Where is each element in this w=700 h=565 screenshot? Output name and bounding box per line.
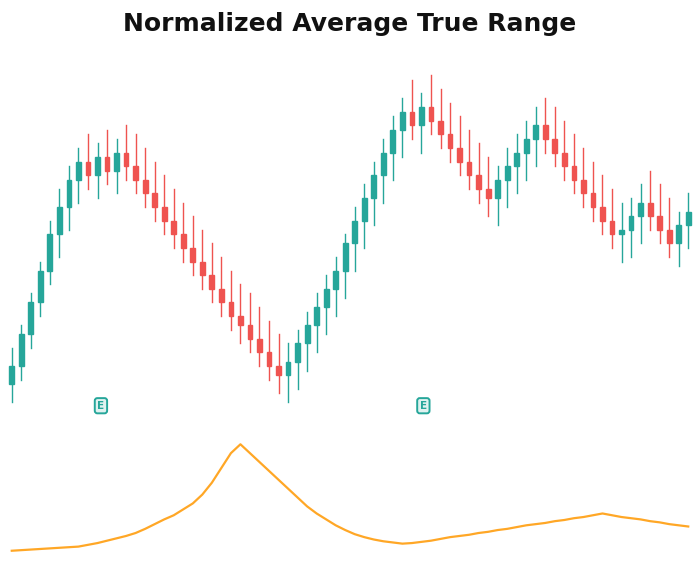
Bar xyxy=(391,130,395,153)
Bar xyxy=(571,166,576,180)
Bar xyxy=(95,157,100,175)
Bar xyxy=(610,221,615,234)
Bar xyxy=(9,366,14,384)
Text: E: E xyxy=(97,401,104,411)
Bar xyxy=(352,221,357,244)
Bar xyxy=(304,325,309,344)
Bar xyxy=(657,216,662,230)
Bar xyxy=(219,289,224,302)
Bar xyxy=(514,153,519,166)
Bar xyxy=(333,271,338,289)
Bar xyxy=(324,289,328,307)
Bar xyxy=(362,198,367,221)
Bar xyxy=(524,139,528,153)
Bar xyxy=(372,175,376,198)
Bar xyxy=(190,248,195,262)
Bar xyxy=(209,275,214,289)
Bar xyxy=(153,193,157,207)
Bar xyxy=(228,302,233,316)
Bar xyxy=(543,125,547,139)
Bar xyxy=(419,107,424,125)
Bar xyxy=(629,216,634,230)
Bar xyxy=(638,202,643,216)
Bar xyxy=(648,202,652,216)
Text: E: E xyxy=(420,401,427,411)
Bar xyxy=(562,153,567,166)
Bar xyxy=(133,166,138,180)
Bar xyxy=(381,153,386,175)
Text: Normalized Average True Range: Normalized Average True Range xyxy=(123,12,577,36)
Bar xyxy=(343,244,348,271)
Bar xyxy=(19,334,24,366)
Bar xyxy=(438,121,443,134)
Bar xyxy=(143,180,148,193)
Bar xyxy=(476,175,481,189)
Bar xyxy=(295,344,300,362)
Bar xyxy=(162,207,167,221)
Bar xyxy=(457,148,462,162)
Bar xyxy=(276,366,281,375)
Bar xyxy=(676,225,681,244)
Bar xyxy=(248,325,252,339)
Bar xyxy=(533,125,538,139)
Bar xyxy=(467,162,472,175)
Bar xyxy=(57,207,62,234)
Bar xyxy=(552,139,557,153)
Bar xyxy=(200,262,204,275)
Bar xyxy=(257,339,262,353)
Bar xyxy=(667,230,671,244)
Bar xyxy=(38,271,43,302)
Bar xyxy=(496,180,500,198)
Bar xyxy=(29,302,33,334)
Bar xyxy=(581,180,586,193)
Bar xyxy=(85,162,90,175)
Bar xyxy=(76,162,80,180)
Bar xyxy=(448,134,452,148)
Bar xyxy=(400,112,405,130)
Bar xyxy=(410,112,414,125)
Bar xyxy=(124,153,129,166)
Bar xyxy=(620,230,624,234)
Bar xyxy=(181,234,186,248)
Bar xyxy=(505,166,510,180)
Bar xyxy=(314,307,319,325)
Bar xyxy=(267,353,272,366)
Bar xyxy=(238,316,243,325)
Bar xyxy=(48,234,52,271)
Bar xyxy=(172,221,176,234)
Bar xyxy=(428,107,433,121)
Bar xyxy=(105,157,109,171)
Bar xyxy=(114,153,119,171)
Bar xyxy=(591,193,595,207)
Bar xyxy=(286,362,290,375)
Bar xyxy=(66,180,71,207)
Bar xyxy=(600,207,605,221)
Bar xyxy=(686,212,691,225)
Bar xyxy=(486,189,491,198)
